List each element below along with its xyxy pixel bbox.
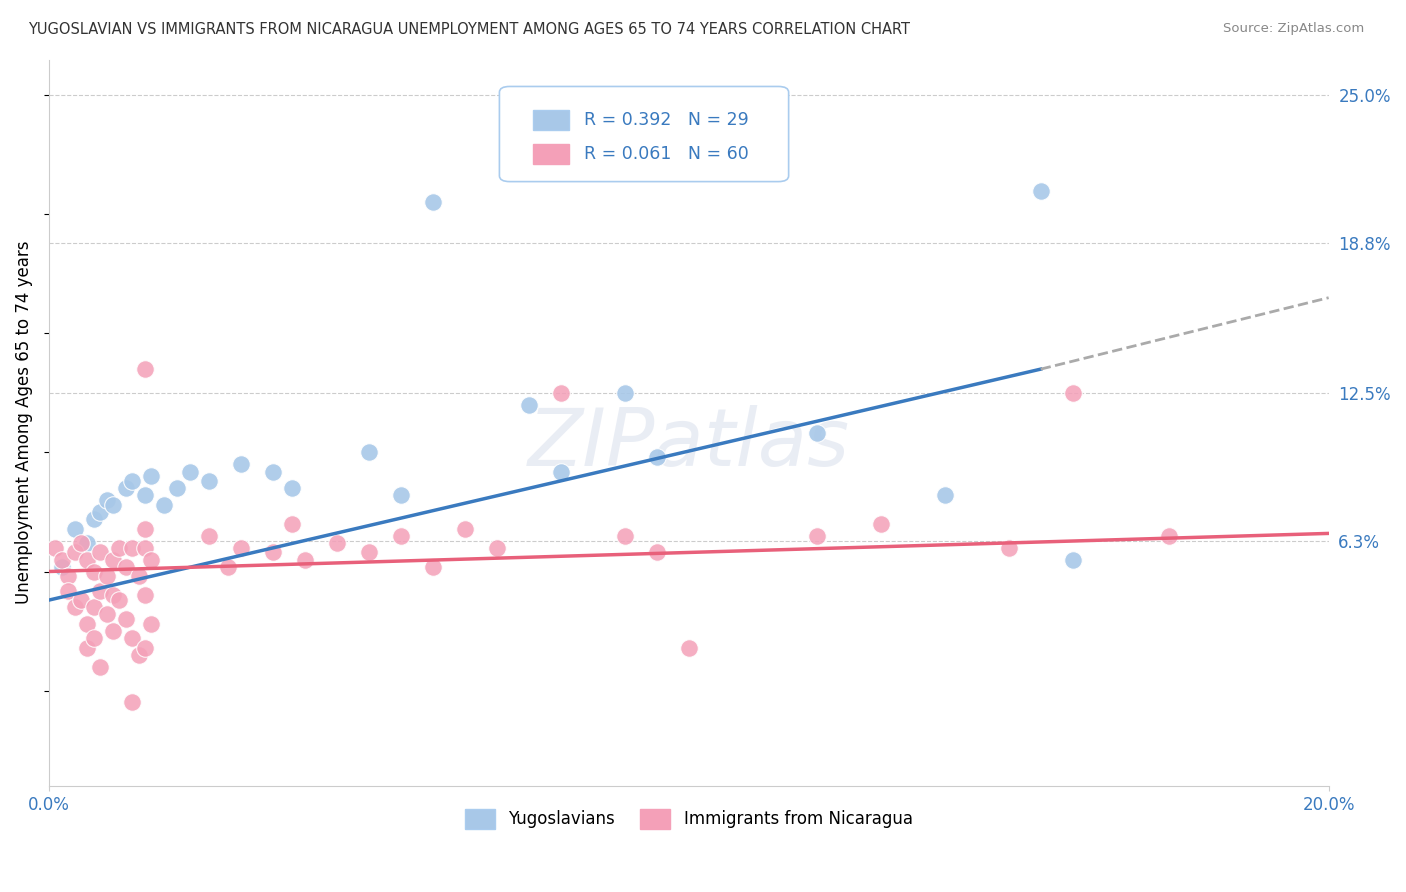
- Text: Source: ZipAtlas.com: Source: ZipAtlas.com: [1223, 22, 1364, 36]
- Point: [83, 600, 105, 615]
- Point: [141, 552, 163, 566]
- Point: [89, 583, 111, 598]
- Point: [128, 648, 150, 662]
- Point: [281, 481, 304, 495]
- Legend: Yugoslavians, Immigrants from Nicaragua: Yugoslavians, Immigrants from Nicaragua: [458, 802, 920, 836]
- Point: [83, 631, 105, 645]
- Point: [101, 624, 124, 638]
- Point: [141, 616, 163, 631]
- Point: [76, 616, 98, 631]
- Point: [51, 559, 73, 574]
- Point: [76, 536, 98, 550]
- Point: [454, 522, 477, 536]
- Point: [934, 488, 956, 502]
- Point: [1062, 552, 1084, 566]
- Point: [645, 545, 668, 559]
- Point: [114, 612, 136, 626]
- Point: [229, 458, 252, 472]
- Text: ZIPatlas: ZIPatlas: [527, 406, 849, 483]
- Point: [83, 565, 105, 579]
- Point: [141, 469, 163, 483]
- Point: [389, 488, 412, 502]
- Point: [997, 541, 1019, 555]
- Point: [121, 541, 143, 555]
- Point: [134, 541, 156, 555]
- Point: [613, 529, 636, 543]
- Point: [357, 445, 380, 459]
- Point: [134, 522, 156, 536]
- Point: [1062, 386, 1084, 401]
- Point: [179, 465, 201, 479]
- Text: R = 0.392   N = 29: R = 0.392 N = 29: [583, 111, 748, 128]
- Point: [326, 536, 349, 550]
- Point: [63, 522, 86, 536]
- Point: [153, 498, 176, 512]
- Point: [678, 640, 700, 655]
- Y-axis label: Unemployment Among Ages 65 to 74 years: Unemployment Among Ages 65 to 74 years: [15, 241, 32, 605]
- Point: [645, 450, 668, 465]
- Point: [89, 545, 111, 559]
- Point: [51, 552, 73, 566]
- Point: [806, 426, 828, 441]
- Point: [357, 545, 380, 559]
- Point: [422, 559, 444, 574]
- Point: [101, 498, 124, 512]
- Point: [198, 474, 221, 488]
- Point: [869, 516, 891, 531]
- Point: [101, 588, 124, 602]
- Point: [422, 195, 444, 210]
- Point: [121, 696, 143, 710]
- Point: [121, 631, 143, 645]
- Point: [217, 559, 239, 574]
- Point: [128, 569, 150, 583]
- Point: [83, 512, 105, 526]
- FancyBboxPatch shape: [533, 110, 568, 130]
- Point: [108, 593, 131, 607]
- Point: [281, 516, 304, 531]
- Point: [70, 593, 93, 607]
- Point: [134, 362, 156, 376]
- Point: [56, 569, 79, 583]
- Point: [550, 386, 572, 401]
- Point: [114, 559, 136, 574]
- Point: [262, 545, 284, 559]
- Point: [134, 640, 156, 655]
- Point: [389, 529, 412, 543]
- Point: [134, 488, 156, 502]
- Point: [134, 588, 156, 602]
- Point: [1029, 184, 1052, 198]
- Text: R = 0.061   N = 60: R = 0.061 N = 60: [583, 145, 748, 163]
- Point: [89, 659, 111, 673]
- Point: [114, 481, 136, 495]
- Point: [63, 600, 86, 615]
- Point: [108, 541, 131, 555]
- Point: [550, 465, 572, 479]
- Point: [121, 474, 143, 488]
- Point: [229, 541, 252, 555]
- Point: [613, 386, 636, 401]
- Point: [517, 398, 540, 412]
- Point: [262, 465, 284, 479]
- Point: [56, 583, 79, 598]
- Point: [1157, 529, 1180, 543]
- Point: [76, 552, 98, 566]
- Point: [806, 529, 828, 543]
- Text: YUGOSLAVIAN VS IMMIGRANTS FROM NICARAGUA UNEMPLOYMENT AMONG AGES 65 TO 74 YEARS : YUGOSLAVIAN VS IMMIGRANTS FROM NICARAGUA…: [28, 22, 910, 37]
- Point: [294, 552, 316, 566]
- Point: [76, 640, 98, 655]
- Point: [89, 505, 111, 519]
- Point: [198, 529, 221, 543]
- Point: [96, 569, 118, 583]
- Point: [96, 607, 118, 622]
- Point: [44, 541, 66, 555]
- FancyBboxPatch shape: [499, 87, 789, 182]
- Point: [166, 481, 188, 495]
- Point: [101, 552, 124, 566]
- FancyBboxPatch shape: [533, 144, 568, 164]
- Point: [485, 541, 508, 555]
- Point: [96, 493, 118, 508]
- Point: [63, 545, 86, 559]
- Point: [70, 536, 93, 550]
